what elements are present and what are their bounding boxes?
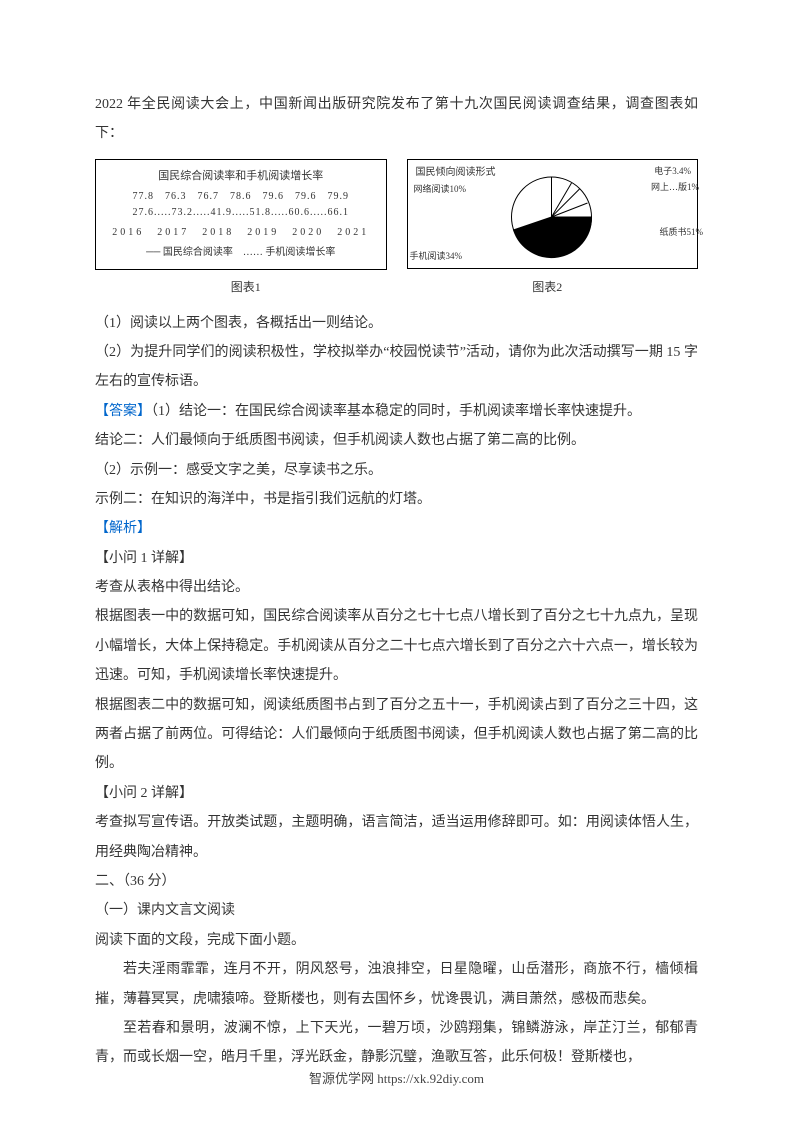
section-2-instruction: 阅读下面的文段，完成下面小题。 — [95, 926, 698, 955]
question-2: （2）为提升同学们的阅读积极性，学校拟举办“校园悦读节”活动，请你为此次活动撰写… — [95, 338, 698, 397]
answer-label: 【答案】 — [95, 404, 151, 419]
chart1-caption: 图表1 — [95, 275, 397, 300]
pie-label-mobile: 手机阅读34% — [410, 249, 463, 263]
analysis-label: 【解析】 — [95, 514, 698, 543]
pie-chart-svg — [510, 175, 595, 260]
intro-paragraph: 2022 年全民阅读大会上，中国新闻出版研究院发布了第十九次国民阅读调查结果，调… — [95, 90, 698, 149]
answer-line-1a: 【答案】（1）结论一：在国民综合阅读率基本稳定的同时，手机阅读率增长率快速提升。 — [95, 397, 698, 426]
chart2-caption: 图表2 — [397, 275, 699, 300]
sub2-line1: 考查拟写宣传语。开放类试题，主题明确，语言简洁，适当运用修辞即可。如：用阅读体悟… — [95, 808, 698, 867]
section-2-sub: （一）课内文言文阅读 — [95, 896, 698, 925]
question-1: （1）阅读以上两个图表，各概括出一则结论。 — [95, 309, 698, 338]
pie-label-paper: 纸质书51% — [660, 225, 704, 239]
chart1-data-row1: 77.8 76.3 76.7 78.6 79.6 79.6 79.9 — [108, 189, 374, 205]
sub1-line1: 考查从表格中得出结论。 — [95, 573, 698, 602]
charts-container: 国民综合阅读率和手机阅读增长率 77.8 76.3 76.7 78.6 79.6… — [95, 159, 698, 271]
answer-line-1b: 结论二：人们最倾向于纸质图书阅读，但手机阅读人数也占据了第二高的比例。 — [95, 426, 698, 455]
answer-line-2b: 示例二：在知识的海洋中，书是指引我们远航的灯塔。 — [95, 485, 698, 514]
chart2-title: 国民倾向阅读形式 — [416, 165, 496, 181]
chart1-title: 国民综合阅读率和手机阅读增长率 — [108, 168, 374, 186]
sub1-line2: 根据图表一中的数据可知，国民综合阅读率从百分之七十七点八增长到了百分之七十九点九… — [95, 602, 698, 690]
chart-1: 国民综合阅读率和手机阅读增长率 77.8 76.3 76.7 78.6 79.6… — [95, 159, 387, 271]
chart1-legend: ── 国民综合阅读率 …… 手机阅读增长率 — [108, 245, 374, 261]
page-footer: 智源优学网 https://xk.92diy.com — [0, 1065, 793, 1092]
chart-2: 国民倾向阅读形式 电子3.4% 网上…版1% 网络阅读10% 手机阅读34% 纸… — [407, 159, 699, 269]
sub1-title: 【小问 1 详解】 — [95, 544, 698, 573]
pie-label-online: 网上…版1% — [651, 180, 699, 194]
section-2-heading: 二、（36 分） — [95, 867, 698, 896]
chart-captions: 图表1 图表2 — [95, 275, 698, 300]
sub1-line3: 根据图表二中的数据可知，阅读纸质图书占到了百分之五十一，手机阅读占到了百分之三十… — [95, 691, 698, 779]
classical-passage-1: 若夫淫雨霏霏，连月不开，阴风怒号，浊浪排空，日星隐曜，山岳潜形，商旅不行，樯倾楫… — [95, 955, 698, 1014]
chart1-data-row2: 27.6.....73.2.....41.9.....51.8.....60.6… — [108, 205, 374, 221]
chart1-years: 2016 2017 2018 2019 2020 2021 — [108, 225, 374, 241]
pie-label-net: 网络阅读10% — [414, 182, 467, 196]
answer-1a-text: （1）结论一：在国民综合阅读率基本稳定的同时，手机阅读率增长率快速提升。 — [151, 404, 641, 419]
sub2-title: 【小问 2 详解】 — [95, 779, 698, 808]
pie-label-ebook: 电子3.4% — [654, 164, 691, 178]
answer-line-2a: （2）示例一：感受文字之美，尽享读书之乐。 — [95, 456, 698, 485]
